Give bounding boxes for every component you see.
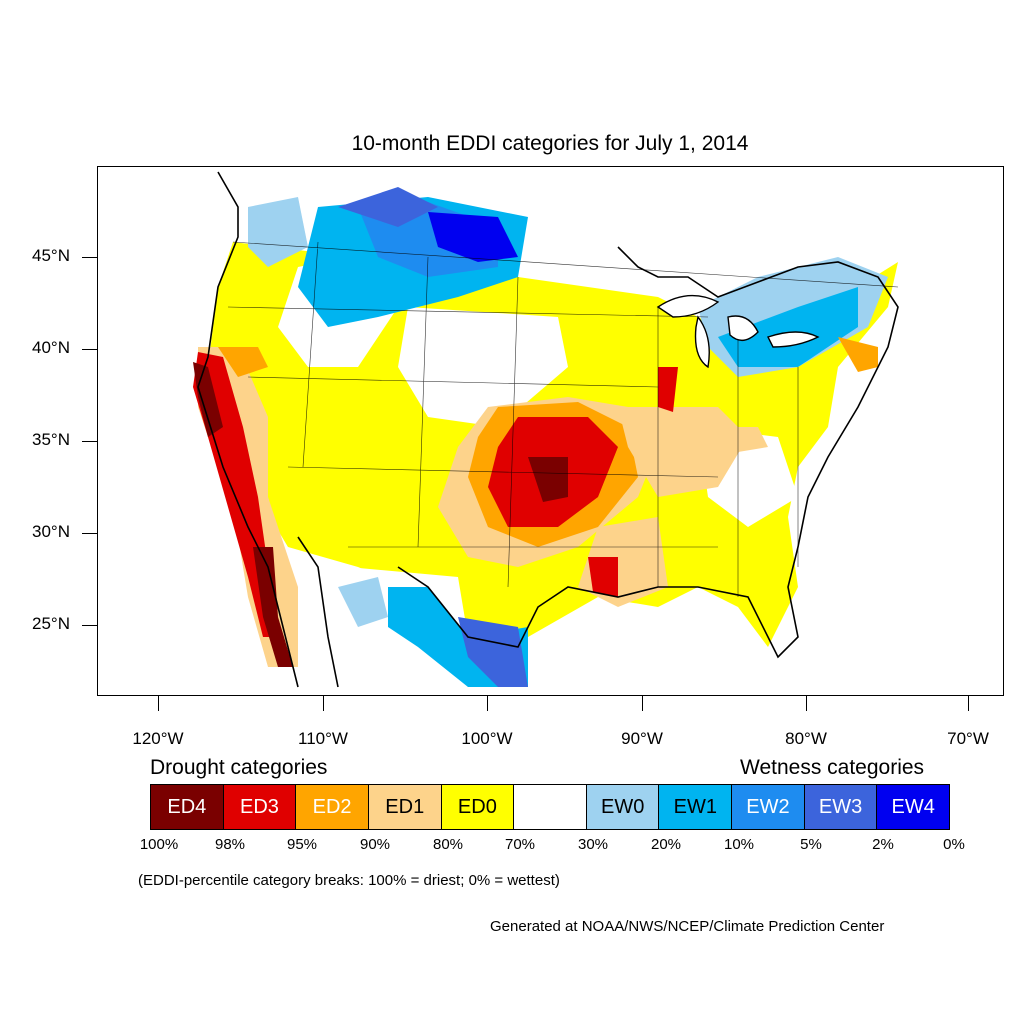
wetness-heading: Wetness categories bbox=[740, 756, 925, 779]
category-legend: ED4 ED3 ED2 ED1 ED0 EW0 EW1 EW2 EW3 EW4 bbox=[150, 784, 950, 830]
break-label: 90% bbox=[359, 836, 391, 853]
lon-tick bbox=[806, 696, 807, 711]
legend-swatch-ed3: ED3 bbox=[223, 785, 297, 829]
lon-tick bbox=[323, 696, 324, 711]
lat-label-25: 25°N bbox=[32, 614, 70, 633]
legend-swatch-neutral bbox=[514, 785, 587, 829]
lon-label-110: 110°W bbox=[298, 729, 348, 748]
legend-swatch-ew1: EW1 bbox=[659, 785, 733, 829]
lon-tick bbox=[487, 696, 488, 711]
break-label: 2% bbox=[872, 836, 894, 853]
legend-swatch-ed1: ED1 bbox=[368, 785, 442, 829]
break-label: 30% bbox=[577, 836, 609, 853]
break-label: 98% bbox=[214, 836, 246, 853]
legend-swatch-ed2: ED2 bbox=[296, 785, 369, 829]
lat-tick bbox=[82, 349, 97, 350]
lon-label-70: 70°W bbox=[947, 729, 989, 748]
break-label: 5% bbox=[800, 836, 822, 853]
break-label: 10% bbox=[723, 836, 755, 853]
lat-tick bbox=[82, 257, 97, 258]
lat-tick bbox=[82, 441, 97, 442]
lon-label-80: 80°W bbox=[785, 729, 827, 748]
lat-label-40: 40°N bbox=[32, 338, 70, 357]
eddi-map-graphic bbox=[193, 171, 899, 688]
legend-swatch-ed4: ED4 bbox=[151, 785, 224, 829]
map-title: 10-month EDDI categories for July 1, 201… bbox=[351, 132, 749, 155]
break-label: 70% bbox=[504, 836, 536, 853]
lon-tick bbox=[642, 696, 643, 711]
break-label: 20% bbox=[650, 836, 682, 853]
lat-tick bbox=[82, 533, 97, 534]
great-lakes bbox=[656, 294, 820, 369]
state-borders bbox=[227, 241, 899, 597]
break-label: 100% bbox=[139, 836, 179, 853]
coastline bbox=[197, 171, 899, 688]
lon-label-90: 90°W bbox=[621, 729, 663, 748]
break-label: 95% bbox=[286, 836, 318, 853]
lat-label-35: 35°N bbox=[32, 430, 70, 449]
category-note: (EDDI-percentile category breaks: 100% =… bbox=[138, 872, 560, 889]
eddi-map bbox=[97, 166, 1004, 696]
credit-text: Generated at NOAA/NWS/NCEP/Climate Predi… bbox=[490, 918, 885, 935]
lat-label-45: 45°N bbox=[32, 246, 70, 265]
lon-label-120: 120°W bbox=[132, 729, 184, 748]
legend-swatch-ed0: ED0 bbox=[441, 785, 515, 829]
legend-swatch-ew4: EW4 bbox=[877, 785, 950, 829]
lat-label-30: 30°N bbox=[32, 522, 70, 541]
lat-tick bbox=[82, 625, 97, 626]
legend-swatch-ew3: EW3 bbox=[804, 785, 878, 829]
break-label: 80% bbox=[432, 836, 464, 853]
legend-swatch-ew2: EW2 bbox=[732, 785, 805, 829]
lon-tick bbox=[968, 696, 969, 711]
drought-heading: Drought categories bbox=[150, 756, 328, 779]
break-label: 0% bbox=[943, 836, 965, 853]
lon-label-100: 100°W bbox=[461, 729, 513, 748]
legend-swatch-ew0: EW0 bbox=[586, 785, 660, 829]
lon-tick bbox=[158, 696, 159, 711]
